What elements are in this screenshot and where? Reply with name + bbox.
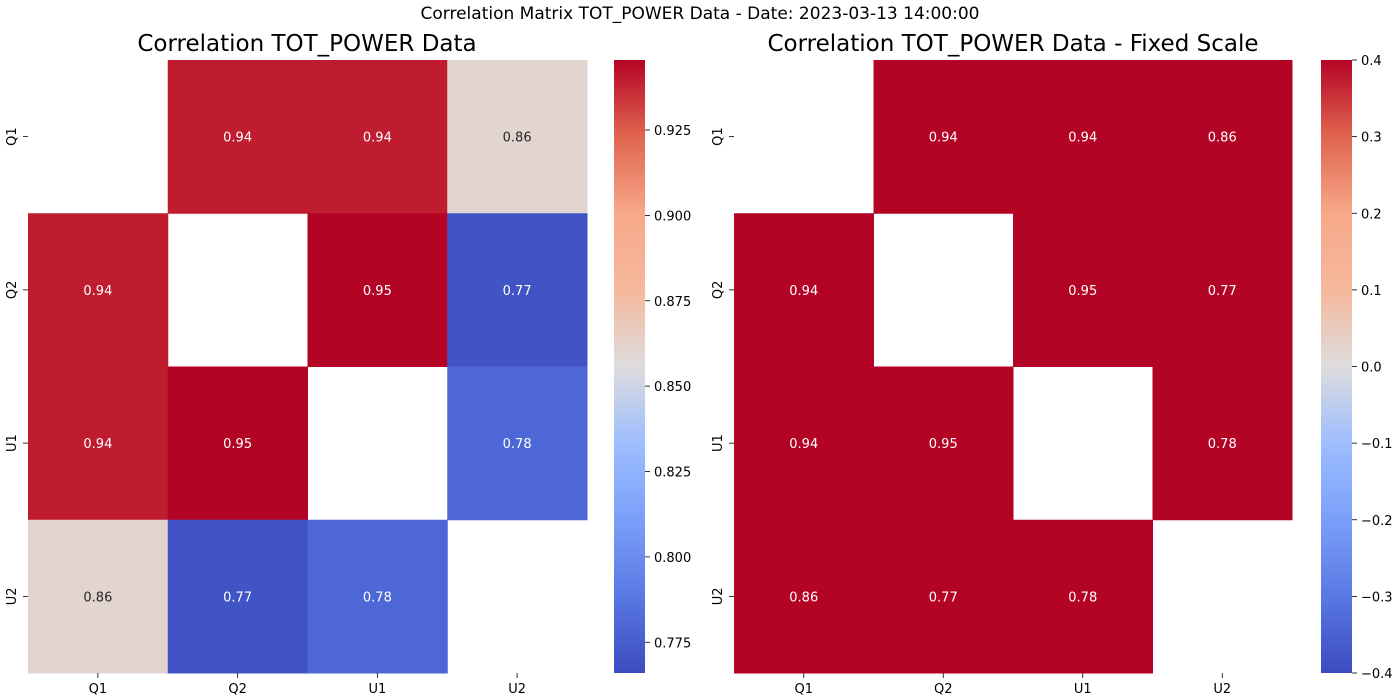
colorbar-tick-label: 0.3 — [1361, 131, 1382, 146]
heatmap-cell-label: 0.94 — [929, 131, 958, 146]
x-tick-label: Q2 — [934, 682, 953, 697]
y-tick-label: Q2 — [5, 281, 20, 300]
heatmap-cell — [447, 60, 588, 214]
heatmap-cell-label: 0.95 — [223, 437, 252, 452]
heatmap-cell-label: 0.94 — [223, 131, 252, 146]
heatmap-cell-label: 0.86 — [789, 590, 818, 605]
x-tick-label: Q2 — [228, 682, 247, 697]
colorbar-gradient — [614, 60, 645, 673]
heatmap-cell-label: 0.94 — [83, 437, 112, 452]
x-tick-label: U2 — [1213, 682, 1231, 697]
heatmap-cell-label: 0.95 — [1068, 284, 1097, 299]
x-tick-label: U1 — [368, 682, 386, 697]
heatmap-cell-label: 0.78 — [363, 590, 392, 605]
y-tick-label: U2 — [5, 587, 20, 605]
figure-suptitle: Correlation Matrix TOT_POWER Data - Date… — [421, 4, 980, 24]
y-tick-label: Q1 — [5, 127, 20, 146]
heatmap-cell — [734, 366, 874, 521]
heatmap-cell — [307, 519, 448, 674]
heatmap-cell — [1152, 366, 1293, 521]
y-tick-label: Q1 — [711, 127, 726, 146]
heatmap-cell — [447, 366, 588, 521]
colorbar-tick-label: 0.850 — [654, 380, 691, 395]
heatmap-cell — [307, 60, 448, 214]
colorbar-tick-label: 0.4 — [1361, 54, 1382, 69]
heatmap-cell-label: 0.94 — [789, 284, 818, 299]
y-tick-label: Q2 — [711, 281, 726, 300]
x-tick-label: Q1 — [794, 682, 813, 697]
heatmap-cell — [28, 366, 169, 521]
colorbar-tick-label: 0.775 — [654, 636, 691, 651]
heatmap-cell-label: 0.86 — [503, 131, 532, 146]
heatmap-cell — [167, 366, 308, 521]
heatmap-cell — [1013, 60, 1153, 214]
colorbar-tick-label: 0.0 — [1361, 361, 1382, 376]
heatmap-title: Correlation TOT_POWER Data — [137, 31, 476, 57]
y-tick-label: U1 — [5, 434, 20, 452]
colorbar-tick-label: 0.800 — [654, 551, 691, 566]
heatmap-cell — [873, 519, 1014, 674]
heatmap-cell-label: 0.94 — [363, 131, 392, 146]
heatmap-cell-label: 0.94 — [83, 284, 112, 299]
heatmap-cell-label: 0.86 — [1208, 131, 1237, 146]
heatmap-cell-label: 0.77 — [503, 284, 532, 299]
y-tick-label: U1 — [711, 434, 726, 452]
x-tick-label: U2 — [508, 682, 526, 697]
heatmap-cell — [734, 519, 874, 674]
heatmap-cell — [1013, 519, 1153, 674]
heatmap-panel-1: Correlation TOT_POWER Data 0.94 0.94 0.86 0.… — [5, 31, 691, 697]
colorbar-tick-label: 0.875 — [654, 295, 691, 310]
heatmap-cell — [447, 213, 588, 367]
colorbar-tick-label: −0.3 — [1361, 590, 1393, 605]
colorbar: 0.4 0.3 0.2 0.1 0.0 −0.1 −0.2 −0.3 −0.4 — [1321, 54, 1393, 682]
heatmap-cell — [1152, 60, 1293, 214]
colorbar-tick-label: −0.4 — [1361, 667, 1393, 682]
heatmap-title: Correlation TOT_POWER Data - Fixed Scale — [767, 31, 1258, 57]
heatmap-cell-label: 0.95 — [929, 437, 958, 452]
heatmap-cell-label: 0.86 — [83, 590, 112, 605]
heatmap-cell — [734, 213, 874, 367]
y-tick-label: U2 — [711, 587, 726, 605]
heatmap-cell — [1152, 213, 1293, 367]
colorbar-tick-label: −0.2 — [1361, 514, 1393, 529]
heatmap-cell-label: 0.94 — [789, 437, 818, 452]
heatmap-cell-label: 0.78 — [1208, 437, 1237, 452]
colorbar-tick-label: 0.1 — [1361, 284, 1382, 299]
heatmap-cell-label: 0.94 — [1068, 131, 1097, 146]
colorbar-tick-label: 0.825 — [654, 466, 691, 481]
colorbar-tick-label: 0.2 — [1361, 207, 1382, 222]
x-tick-label: U1 — [1074, 682, 1092, 697]
heatmap-cell-label: 0.95 — [363, 284, 392, 299]
heatmap-cell-label: 0.78 — [503, 437, 532, 452]
colorbar-gradient — [1321, 60, 1352, 673]
heatmap-cell — [873, 60, 1014, 214]
heatmap-cell — [167, 519, 308, 674]
colorbar: 0.775 0.800 0.825 0.850 0.875 0.900 0.925 — [614, 60, 691, 673]
heatmap-cell — [873, 366, 1014, 521]
heatmap-cell — [28, 213, 169, 367]
heatmap-cell-label: 0.77 — [223, 590, 252, 605]
heatmap-cell — [167, 60, 308, 214]
heatmap-cell-label: 0.78 — [1068, 590, 1097, 605]
heatmap-cell — [28, 519, 169, 674]
heatmap-cell — [1013, 213, 1153, 367]
heatmap-cell-label: 0.77 — [1208, 284, 1237, 299]
colorbar-tick-label: 0.900 — [654, 209, 691, 224]
heatmap-cell-label: 0.77 — [929, 590, 958, 605]
x-tick-label: Q1 — [89, 682, 108, 697]
colorbar-tick-label: 0.925 — [654, 124, 691, 139]
heatmap-cell — [307, 213, 448, 367]
colorbar-tick-label: −0.1 — [1361, 437, 1393, 452]
heatmap-panel-2: Correlation TOT_POWER Data - Fixed Scale… — [711, 31, 1393, 697]
